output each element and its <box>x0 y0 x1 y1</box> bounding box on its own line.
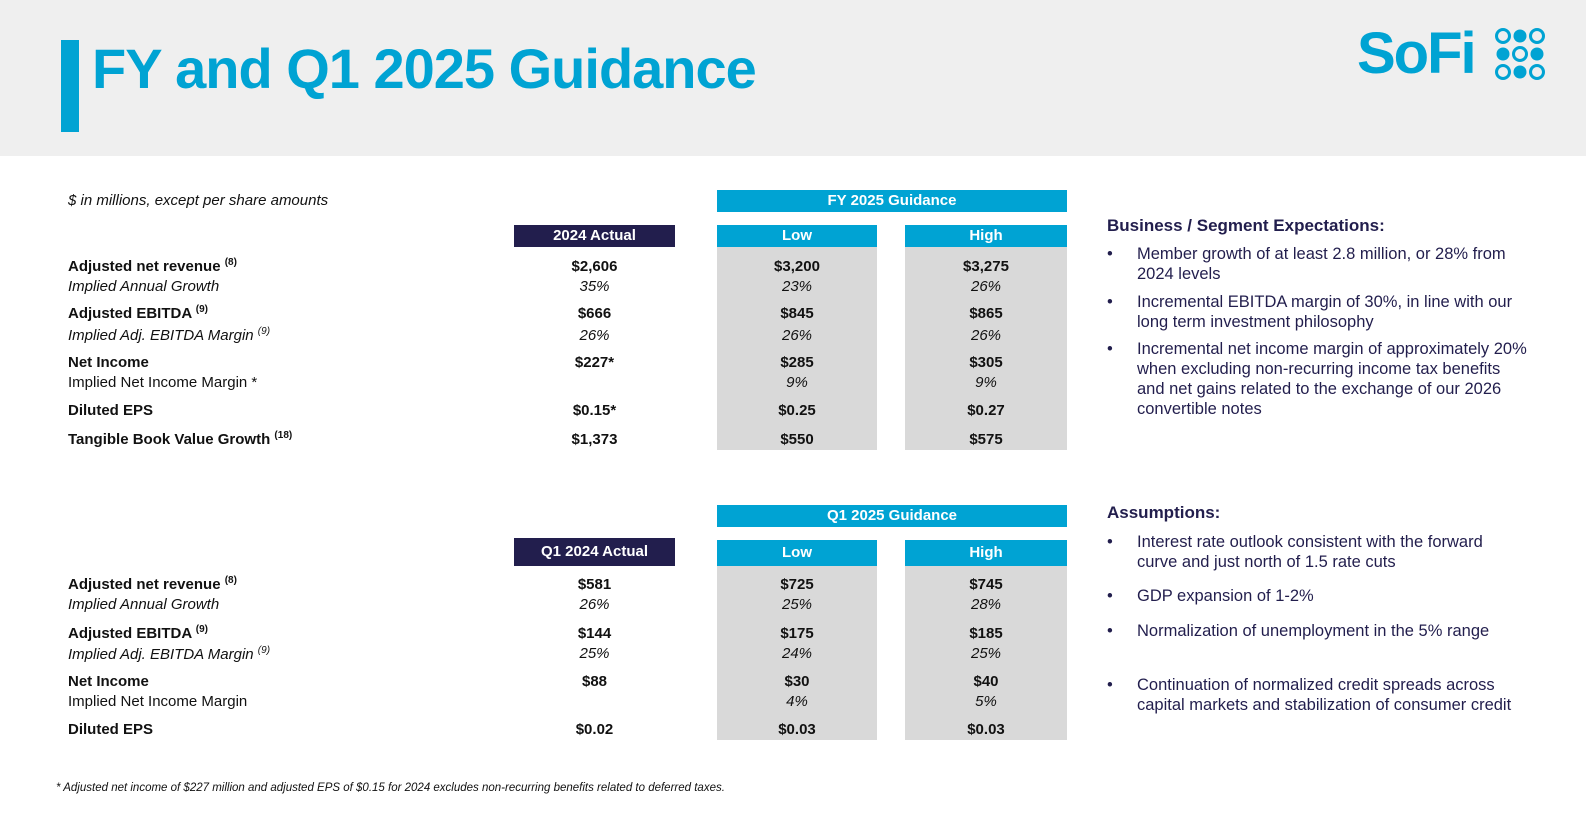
fy-margin-actual: 26% <box>579 327 610 344</box>
fy-tbv-low: $550 <box>780 431 814 448</box>
fy-ni-margin-low: 9% <box>786 374 808 391</box>
q1-ni-label: Net Income <box>68 673 149 690</box>
fy-revenue-actual: $2,606 <box>571 258 618 275</box>
q1-high-header: High <box>905 540 1067 566</box>
q1-growth-label: Implied Annual Growth <box>68 596 220 613</box>
fy-tbv-label: Tangible Book Value Growth (18) <box>68 430 293 448</box>
fy-ni-high: $305 <box>969 354 1003 371</box>
fy-ni-low: $285 <box>780 354 814 371</box>
fy-revenue-high: $3,275 <box>963 258 1009 275</box>
q1-ebitda-low: $175 <box>780 625 814 642</box>
fy-revenue-label: Adjusted net revenue (8) <box>68 257 237 275</box>
q1-low-header: Low <box>717 540 877 566</box>
business-bullet: • Member growth of at least 2.8 million,… <box>1107 245 1506 283</box>
fy-eps-label: Diluted EPS <box>68 402 154 419</box>
q1-eps-actual: $0.02 <box>575 721 614 738</box>
fy-growth-high: 26% <box>970 278 1002 295</box>
q1-ni-actual: $88 <box>581 673 608 690</box>
fy-margin-high: 26% <box>970 327 1002 344</box>
q1-high-panel <box>905 566 1067 740</box>
q1-ni-low: $30 <box>784 673 810 690</box>
q1-revenue-actual: $581 <box>577 576 612 593</box>
fy-growth-actual: 35% <box>579 278 610 295</box>
fy-ni-actual: $227* <box>574 354 615 371</box>
fy-margin-label: Implied Adj. EBITDA Margin (9) <box>68 326 271 344</box>
header-band <box>0 0 1586 156</box>
q1-ni-margin-high: 5% <box>975 693 997 710</box>
fy-actual-header: 2024 Actual <box>514 225 675 247</box>
fy-guidance-header: FY 2025 Guidance <box>717 190 1067 212</box>
q1-growth-low: 25% <box>781 596 813 613</box>
fy-ni-margin-label: Implied Net Income Margin * <box>68 374 258 391</box>
fy-eps-high: $0.27 <box>967 402 1005 419</box>
page-title: FY and Q1 2025 Guidance <box>92 37 757 100</box>
sofi-logo: SoFi <box>1357 20 1557 86</box>
footnote: * Adjusted net income of $227 million an… <box>56 782 725 794</box>
q1-ebitda-label: Adjusted EBITDA (9) <box>68 624 209 642</box>
q1-margin-label: Implied Adj. EBITDA Margin (9) <box>68 645 271 663</box>
fy-ebitda-actual: $666 <box>577 305 612 322</box>
q1-revenue-low: $725 <box>780 576 814 593</box>
business-bullet: • Incremental net income margin of appro… <box>1107 340 1527 418</box>
q1-eps-high: $0.03 <box>967 721 1005 738</box>
q1-eps-low: $0.03 <box>778 721 816 738</box>
assumption-bullet: • Normalization of unemployment in the 5… <box>1107 622 1490 640</box>
q1-ni-margin-label: Implied Net Income Margin <box>68 693 248 710</box>
business-bullet: • Incremental EBITDA margin of 30%, in l… <box>1107 293 1513 331</box>
fy-ebitda-low: $845 <box>780 305 814 322</box>
fy-eps-actual: $0.15* <box>572 402 617 419</box>
q1-ni-high: $40 <box>973 673 999 690</box>
fy-revenue-low: $3,200 <box>774 258 820 275</box>
q1-revenue-high: $745 <box>969 576 1003 593</box>
q1-margin-actual: 25% <box>579 645 610 662</box>
fy-eps-low: $0.25 <box>778 402 816 419</box>
assumptions-heading: Assumptions: <box>1107 503 1221 522</box>
fy-ni-label: Net Income <box>68 354 149 371</box>
fy-low-header: Low <box>717 225 877 247</box>
fy-ebitda-label: Adjusted EBITDA (9) <box>68 304 209 322</box>
q1-ebitda-high: $185 <box>969 625 1003 642</box>
q1-growth-actual: 26% <box>579 596 610 613</box>
q1-ebitda-actual: $144 <box>577 625 612 642</box>
q1-margin-high: 25% <box>970 645 1002 662</box>
assumption-bullet: • Continuation of normalized credit spre… <box>1107 676 1512 714</box>
q1-guidance-header: Q1 2025 Guidance <box>717 505 1067 527</box>
fy-tbv-actual: $1,373 <box>571 431 618 448</box>
fy-high-panel <box>905 247 1067 450</box>
q1-margin-low: 24% <box>781 645 813 662</box>
title-accent-bar <box>61 40 79 132</box>
fy-high-header: High <box>905 225 1067 247</box>
assumption-bullet: • Interest rate outlook consistent with … <box>1107 533 1483 571</box>
fy-tbv-high: $575 <box>969 431 1003 448</box>
q1-low-panel <box>717 566 877 740</box>
q1-revenue-label: Adjusted net revenue (8) <box>68 575 237 593</box>
business-heading: Business / Segment Expectations: <box>1107 216 1385 235</box>
assumption-bullet: • GDP expansion of 1-2% <box>1107 587 1314 605</box>
fy-ni-margin-high: 9% <box>975 374 997 391</box>
fy-ebitda-high: $865 <box>969 305 1003 322</box>
logo-dots-icon <box>1495 28 1545 80</box>
fy-low-panel <box>717 247 877 450</box>
q1-actual-header: Q1 2024 Actual <box>514 538 675 566</box>
q1-ni-margin-low: 4% <box>786 693 808 710</box>
logo-wordmark: SoFi <box>1357 21 1477 86</box>
q1-growth-high: 28% <box>970 596 1002 613</box>
units-note: $ in millions, except per share amounts <box>68 192 329 209</box>
fy-growth-label: Implied Annual Growth <box>68 278 220 295</box>
q1-eps-label: Diluted EPS <box>68 721 154 738</box>
fy-growth-low: 23% <box>781 278 813 295</box>
fy-margin-low: 26% <box>781 327 813 344</box>
